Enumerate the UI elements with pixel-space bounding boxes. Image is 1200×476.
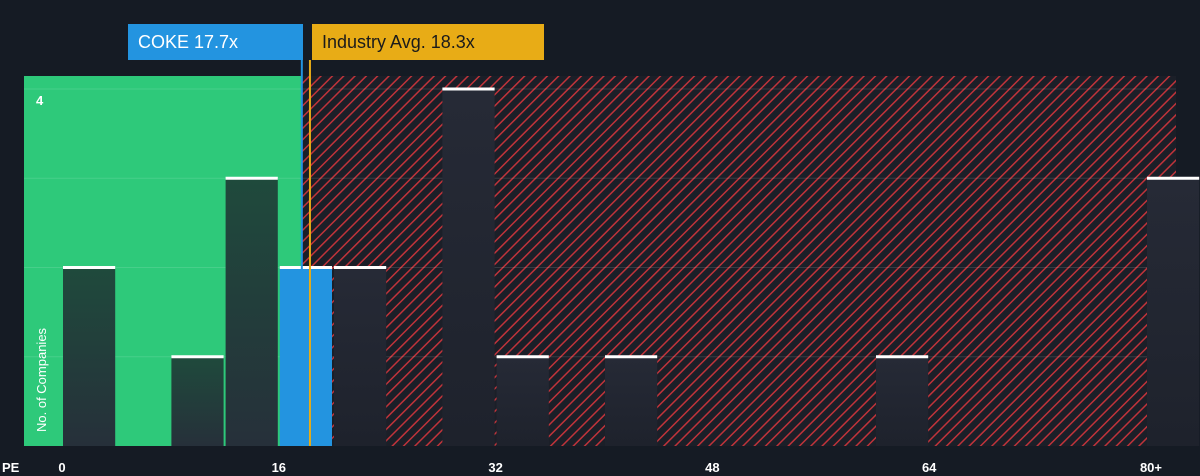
x-tick-label: 32 xyxy=(488,460,502,475)
y-tick-label: 4 xyxy=(36,93,44,108)
histogram-bar-cap xyxy=(1147,176,1200,180)
histogram-bar xyxy=(279,267,332,446)
y-axis-label: No. of Companies xyxy=(34,327,49,432)
x-axis-label: PE xyxy=(2,460,20,475)
histogram-bar xyxy=(171,356,224,446)
histogram-bar-cap xyxy=(442,87,495,91)
histogram-bar-cap xyxy=(63,266,116,269)
histogram-bar xyxy=(63,267,116,446)
histogram-bar-cap xyxy=(496,355,549,359)
histogram-bar-cap xyxy=(171,355,224,359)
overvalued-zone xyxy=(301,76,1177,446)
histogram-bar xyxy=(496,356,549,446)
x-tick-label: 16 xyxy=(272,460,286,475)
histogram-bar xyxy=(442,89,495,446)
histogram-bar-cap xyxy=(334,266,387,269)
histogram-bar xyxy=(334,267,387,446)
x-tick-label: 0 xyxy=(58,460,65,475)
histogram-bar-cap xyxy=(279,266,332,269)
histogram-bar xyxy=(1147,178,1200,446)
histogram-bar-cap xyxy=(876,355,929,359)
histogram-bar xyxy=(605,356,658,446)
histogram-bar-cap xyxy=(605,355,658,359)
histogram-bar xyxy=(876,356,929,446)
x-tick-label: 48 xyxy=(705,460,719,475)
x-tick-label: 80+ xyxy=(1140,460,1162,475)
histogram-bar-cap xyxy=(225,176,278,180)
industry-avg-callout: Industry Avg. 18.3x xyxy=(312,24,544,60)
company-pe-callout: COKE 17.7x xyxy=(128,24,303,60)
x-tick-label: 64 xyxy=(922,460,937,475)
histogram-bar xyxy=(225,178,278,446)
